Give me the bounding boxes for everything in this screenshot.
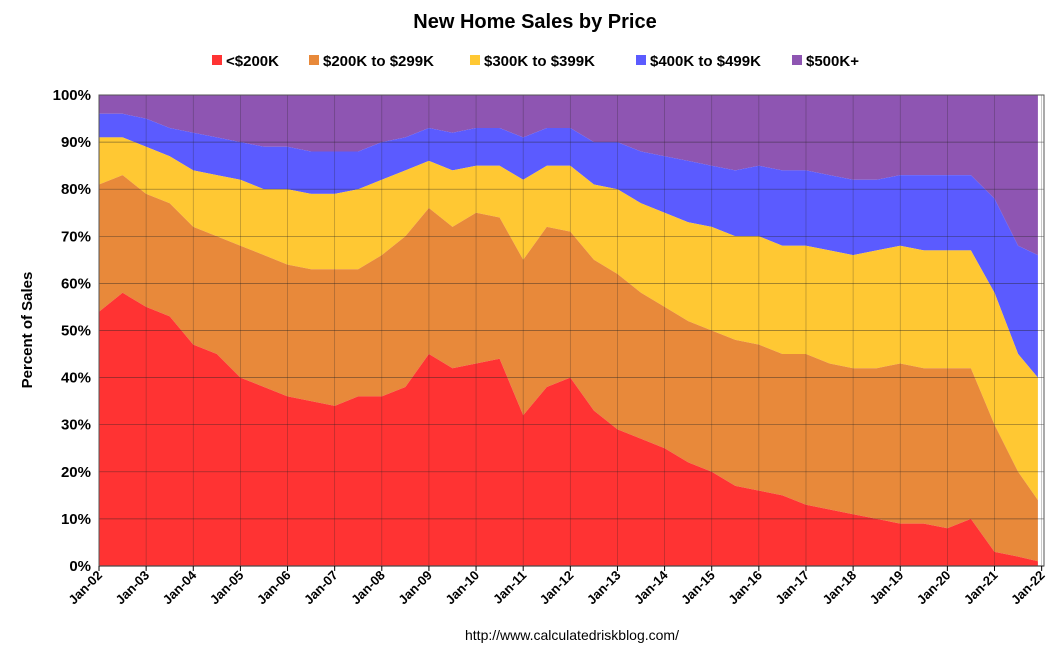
- x-tick-label: Jan-13: [584, 568, 624, 608]
- x-tick-label: Jan-03: [113, 568, 153, 608]
- x-tick-label: Jan-05: [207, 568, 247, 608]
- legend-swatch-2: [470, 55, 480, 65]
- y-tick-label: 80%: [61, 181, 91, 198]
- x-tick-label: Jan-08: [348, 568, 388, 608]
- x-tick-label: Jan-20: [914, 568, 954, 608]
- legend-label-3: $400K to $499K: [650, 53, 761, 70]
- series-area-1: [99, 175, 1038, 562]
- legend-label-4: $500K+: [806, 53, 859, 70]
- legend-label-1: $200K to $299K: [323, 53, 434, 70]
- x-tick-label: Jan-14: [631, 567, 671, 607]
- series-area-0: [99, 292, 1038, 566]
- x-tick-label: Jan-17: [772, 568, 812, 608]
- plot-area: [98, 94, 1045, 567]
- x-tick-label: Jan-11: [490, 568, 529, 607]
- x-tick-label: Jan-18: [819, 568, 859, 608]
- y-tick-label: 0%: [69, 558, 91, 575]
- x-tick-label: Jan-22: [1008, 568, 1048, 608]
- y-tick-label: 30%: [61, 417, 91, 434]
- x-tick-label: Jan-04: [160, 567, 200, 607]
- legend-swatch-1: [309, 55, 319, 65]
- legend-label-2: $300K to $399K: [484, 53, 595, 70]
- legend-swatch-4: [792, 55, 802, 65]
- y-tick-label: 50%: [61, 323, 91, 340]
- x-tick-label: Jan-19: [867, 568, 907, 608]
- series-area-4: [99, 95, 1038, 256]
- source-url: http://www.calculatedriskblog.com/: [465, 627, 679, 643]
- x-tick-label: Jan-21: [961, 568, 1001, 608]
- x-tick-label: Jan-16: [725, 568, 765, 608]
- y-tick-label: 90%: [61, 134, 91, 151]
- y-axis-title: Percent of Sales: [19, 272, 36, 389]
- x-tick-label: Jan-10: [442, 568, 482, 608]
- x-tick-label: Jan-12: [537, 568, 577, 608]
- x-tick-label: Jan-06: [254, 568, 294, 608]
- plot-border: [98, 94, 1045, 567]
- x-tick-label: Jan-09: [395, 568, 435, 608]
- y-tick-label: 70%: [61, 228, 91, 245]
- y-tick-label: 40%: [61, 370, 91, 387]
- y-tick-label: 60%: [61, 275, 91, 292]
- legend-swatch-0: [212, 55, 222, 65]
- y-tick-label: 100%: [53, 87, 91, 104]
- legend-swatch-3: [636, 55, 646, 65]
- x-tick-label: Jan-07: [301, 568, 341, 608]
- x-axis: Jan-02 Jan-03 Jan-04 Jan-05 Jan-06 Jan-07 Jan-…: [65, 566, 1048, 608]
- series-area-2: [99, 137, 1038, 501]
- legend-label-0: <$200K: [226, 53, 279, 70]
- y-tick-label: 10%: [61, 511, 91, 528]
- series-area-3: [99, 113, 1038, 378]
- y-tick-label: 20%: [61, 464, 91, 481]
- x-tick-label: Jan-15: [678, 568, 718, 608]
- y-axis: 0% 10% 20% 30% 40% 50% 60% 70% 80% 90% 100%: [53, 87, 91, 575]
- legend: <$200K $200K to $299K $300K to $399K $400K …: [212, 53, 859, 70]
- chart-title: New Home Sales by Price: [413, 11, 656, 33]
